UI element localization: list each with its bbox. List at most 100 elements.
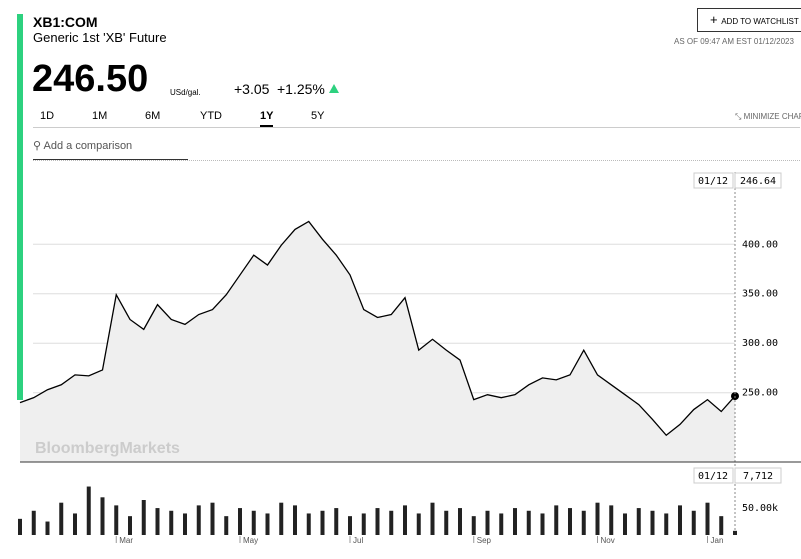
cursor-value: 246.64 xyxy=(740,176,776,187)
volume-bar xyxy=(18,518,22,535)
volume-bar xyxy=(375,508,380,535)
accent-bar xyxy=(17,14,23,400)
watchlist-button[interactable]: + ADD TO WATCHLIST xyxy=(697,8,801,32)
comparison-input[interactable]: ⚲ Add a comparison xyxy=(33,133,188,160)
y-tick-label: 350.00 xyxy=(742,289,778,300)
area xyxy=(20,221,735,462)
volume-bar xyxy=(705,502,710,535)
volume-bar xyxy=(210,502,215,535)
cursor-value: 7,712 xyxy=(743,471,773,482)
volume-bar xyxy=(334,508,339,535)
volume-bar xyxy=(320,510,325,535)
volume-bar xyxy=(430,502,435,535)
y-tick-label: 250.00 xyxy=(742,388,778,399)
ticker: XB1:COM xyxy=(33,14,98,30)
change: +3.05 xyxy=(234,81,270,97)
volume-bar xyxy=(485,510,490,535)
x-tick-label: Mar xyxy=(119,536,133,545)
comparison-placeholder: Add a comparison xyxy=(43,140,133,152)
volume-bar xyxy=(73,513,77,535)
watermark: BloombergMarkets xyxy=(35,440,180,457)
volume-bar xyxy=(513,508,517,535)
minimize-button[interactable]: ⤡ MINIMIZE CHART xyxy=(735,112,801,122)
volume-bar xyxy=(416,513,421,535)
volume-bar xyxy=(114,505,119,535)
y-tick-label: 300.00 xyxy=(742,338,778,349)
volume-bar xyxy=(183,513,187,535)
volume-bar xyxy=(554,505,559,535)
volume-bar xyxy=(733,530,737,535)
volume-bar xyxy=(691,510,696,535)
volume-bar xyxy=(196,505,201,535)
volume-bar xyxy=(678,505,682,535)
volume-bar xyxy=(568,508,572,535)
volume-bar xyxy=(348,516,352,535)
watchlist-label: ADD TO WATCHLIST xyxy=(721,17,799,26)
volume-bar xyxy=(279,502,284,535)
volume-bar xyxy=(265,513,270,535)
volume-bar xyxy=(719,516,724,535)
cursor-date: 01/12 xyxy=(698,176,728,187)
x-tick-label: Jan xyxy=(711,536,724,545)
change-pct: +1.25% xyxy=(277,81,325,97)
y-tick-label: 400.00 xyxy=(742,239,778,250)
volume-bar xyxy=(128,516,132,535)
range-button[interactable]: 1D xyxy=(40,110,55,122)
volume-bar xyxy=(224,516,229,535)
volume-bar xyxy=(540,513,545,535)
volume-bar xyxy=(251,510,256,535)
unit: USd/gal. xyxy=(170,88,201,97)
up-arrow xyxy=(329,84,339,93)
range-button[interactable]: 5Y xyxy=(311,110,325,122)
divider xyxy=(33,127,800,128)
cursor-date-box xyxy=(693,467,734,484)
y-tick-label: 50.00k xyxy=(742,503,778,514)
volume-bar xyxy=(293,505,297,535)
instrument-name: Generic 1st 'XB' Future xyxy=(33,30,167,45)
volume-bar xyxy=(444,510,449,535)
volume-bar xyxy=(86,486,91,535)
volume-bar xyxy=(31,510,36,535)
volume-bar xyxy=(499,513,504,535)
volume-bar xyxy=(458,508,462,535)
divider xyxy=(33,160,800,161)
volume-bar xyxy=(636,508,641,535)
volume-bar xyxy=(526,510,531,535)
volume-bar xyxy=(664,513,669,535)
x-tick-label: Nov xyxy=(601,536,615,545)
volume-bar xyxy=(609,505,614,535)
volume-bar xyxy=(623,513,627,535)
x-tick-label: Sep xyxy=(477,536,492,545)
range-button[interactable]: 1M xyxy=(92,110,108,122)
minimize-label: MINIMIZE CHART xyxy=(743,112,801,121)
volume-bar xyxy=(361,513,366,535)
volume-bar xyxy=(100,497,105,535)
volume-bar xyxy=(581,510,586,535)
volume-bar xyxy=(238,508,242,535)
volume-bar xyxy=(141,500,146,535)
as-of: AS OF 09:47 AM EST 01/12/2023 xyxy=(674,37,794,46)
volume-bar xyxy=(595,502,600,535)
volume-bar xyxy=(650,510,655,535)
x-tick-label: May xyxy=(243,536,258,545)
volume-bar xyxy=(389,510,394,535)
x-tick-label: Jul xyxy=(353,536,363,545)
range-button[interactable]: YTD xyxy=(200,110,222,122)
volume-bar xyxy=(471,516,476,535)
volume-bar xyxy=(403,505,407,535)
volume-bar xyxy=(169,510,174,535)
range-button[interactable]: 6M xyxy=(145,110,161,122)
range-button[interactable]: 1Y xyxy=(260,110,274,127)
volume-bar xyxy=(155,508,160,535)
price-line xyxy=(19,220,736,437)
cursor-date: 01/12 xyxy=(698,471,728,482)
price: 246.50 xyxy=(32,58,149,100)
cursor-date-box xyxy=(693,172,734,189)
volume-bar xyxy=(306,513,311,535)
volume-bar xyxy=(59,502,64,535)
cursor-value-box xyxy=(734,467,782,484)
volume-bar xyxy=(45,521,50,535)
cursor-value-box xyxy=(734,172,782,189)
